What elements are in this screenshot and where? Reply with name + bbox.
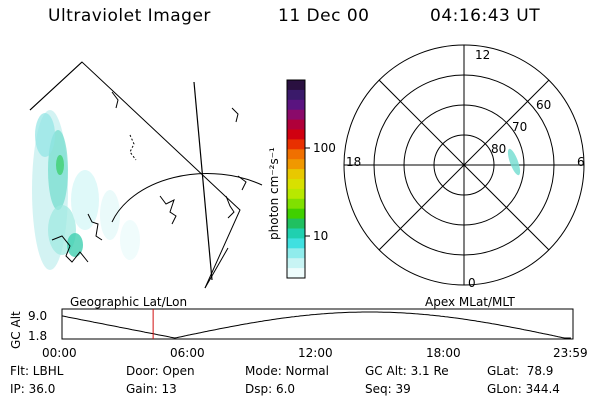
colorbar-tick-100: 100	[313, 141, 336, 155]
colorbar-cell	[287, 129, 305, 140]
gc-alt-tick-high: 9.0	[28, 309, 47, 323]
colorbar-cell	[287, 169, 305, 180]
info-dsp: Dsp: 6.0	[245, 382, 296, 396]
colorbar-cell	[287, 159, 305, 170]
colorbar-cell	[287, 238, 305, 249]
colorbar-cell	[287, 99, 305, 111]
colorbar-cell	[287, 258, 305, 269]
lat-label-70: 70	[512, 120, 527, 134]
time-tick-0600: 06:00	[170, 346, 205, 360]
mlt-label-12: 12	[475, 48, 490, 62]
colorbar-cell	[287, 179, 305, 190]
gc-alt-tick-low: 1.8	[28, 329, 47, 343]
mlt-label-0: 0	[468, 276, 476, 290]
aurora-emission-geo	[32, 110, 140, 270]
colorbar-cell	[287, 218, 305, 229]
altitude-curve	[61, 311, 571, 339]
colorbar-cell	[287, 89, 305, 101]
info-glat: GLat: 78.9	[487, 364, 554, 378]
date-label: 11 Dec 00	[278, 6, 370, 26]
gc-alt-plot: GC Alt 9.0 1.8 00:00 06:00 12:00 18:00 2…	[9, 308, 588, 360]
colorbar-cell	[287, 109, 305, 121]
colorbar-cell	[287, 188, 305, 200]
geographic-label: Geographic Lat/Lon	[70, 295, 187, 309]
colorbar-cell	[287, 149, 305, 160]
time-tick-0000: 00:00	[42, 346, 77, 360]
info-gain: Gain: 13	[126, 382, 177, 396]
colorbar-cell	[287, 80, 305, 91]
time-label: 04:16:43 UT	[430, 6, 541, 26]
info-gc-alt: GC Alt: 3.1 Re	[365, 364, 449, 378]
mlt-label-6: 6	[577, 155, 585, 169]
gc-alt-axis-label: GC Alt	[9, 311, 23, 349]
info-glon: GLon: 344.4	[487, 382, 560, 396]
lat-label-80: 80	[491, 142, 506, 156]
info-filter: Flt: LBHL	[10, 364, 64, 378]
colorbar-cell	[287, 208, 305, 220]
colorbar-cell	[287, 198, 305, 210]
aurora-emission-polar	[507, 148, 521, 176]
colorbar-cell	[287, 228, 305, 239]
colorbar-cell	[287, 268, 305, 279]
mlt-label-18: 18	[346, 155, 361, 169]
info-seq: Seq: 39	[365, 382, 411, 396]
geographic-map	[29, 61, 263, 289]
polar-plot: 12 18 6 0 60 70 80	[343, 44, 585, 290]
colorbar-ticks: 100 10	[305, 141, 336, 243]
color-scale-bar	[287, 80, 305, 279]
colorbar-cell	[287, 139, 305, 150]
info-ip: IP: 36.0	[10, 382, 56, 396]
time-tick-1200: 12:00	[298, 346, 333, 360]
lat-label-60: 60	[536, 98, 551, 112]
time-tick-1800: 18:00	[426, 346, 461, 360]
colorbar-cell	[287, 119, 305, 130]
colorbar-cell	[287, 248, 305, 259]
time-tick-2359: 23:59	[553, 346, 588, 360]
apex-label: Apex MLat/MLT	[425, 295, 515, 309]
info-mode: Mode: Normal	[245, 364, 329, 378]
app-title: Ultraviolet Imager	[48, 6, 211, 26]
colorbar-tick-10: 10	[313, 229, 328, 243]
info-door: Door: Open	[126, 364, 195, 378]
colorbar-unit-label: photon cm⁻²s⁻¹	[267, 147, 281, 240]
